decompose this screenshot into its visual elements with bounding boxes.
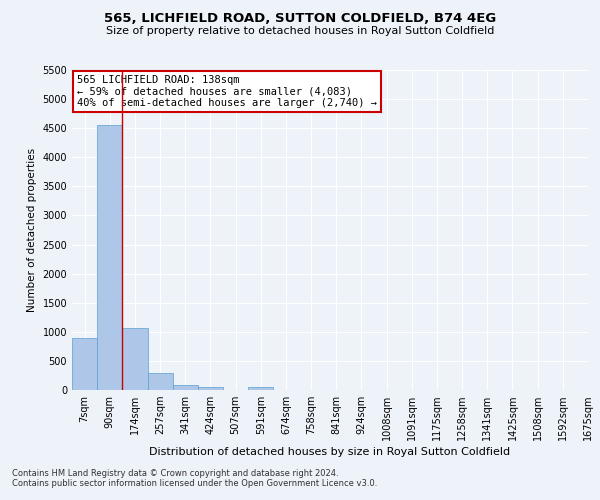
Bar [198,386,223,390]
Bar [248,386,274,390]
Text: 565, LICHFIELD ROAD, SUTTON COLDFIELD, B74 4EG: 565, LICHFIELD ROAD, SUTTON COLDFIELD, B… [104,12,496,26]
Text: Contains HM Land Registry data © Crown copyright and database right 2024.: Contains HM Land Registry data © Crown c… [12,468,338,477]
Bar [173,386,198,390]
Text: Contains public sector information licensed under the Open Government Licence v3: Contains public sector information licen… [12,478,377,488]
Bar [97,124,122,390]
Y-axis label: Number of detached properties: Number of detached properties [27,148,37,312]
Text: Size of property relative to detached houses in Royal Sutton Coldfield: Size of property relative to detached ho… [106,26,494,36]
Bar [122,328,148,390]
Bar [148,373,173,390]
Text: 565 LICHFIELD ROAD: 138sqm
← 59% of detached houses are smaller (4,083)
40% of s: 565 LICHFIELD ROAD: 138sqm ← 59% of deta… [77,75,377,108]
X-axis label: Distribution of detached houses by size in Royal Sutton Coldfield: Distribution of detached houses by size … [149,448,511,458]
Bar [72,338,97,390]
